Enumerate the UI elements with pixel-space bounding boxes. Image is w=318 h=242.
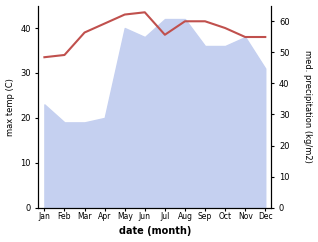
Y-axis label: max temp (C): max temp (C) [5, 78, 15, 136]
X-axis label: date (month): date (month) [119, 227, 191, 236]
Y-axis label: med. precipitation (kg/m2): med. precipitation (kg/m2) [303, 50, 313, 163]
